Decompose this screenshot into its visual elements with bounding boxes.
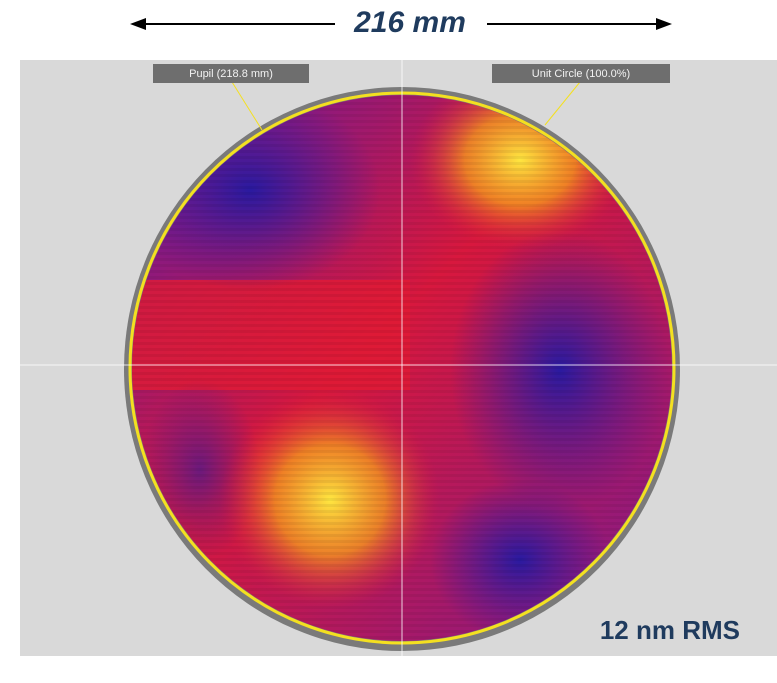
- unit-circle-label: Unit Circle (100.0%): [532, 68, 630, 80]
- dimension: 216 mm: [353, 6, 466, 39]
- arrow-head: [130, 18, 146, 30]
- arrow-head: [656, 18, 672, 30]
- screenshot: 216 mm Pupil (218.8 mm) Unit Circle (100…: [0, 0, 777, 683]
- rms-value: 12 nm RMS: [600, 615, 740, 645]
- pupil-label: Pupil (218.8 mm): [189, 68, 273, 80]
